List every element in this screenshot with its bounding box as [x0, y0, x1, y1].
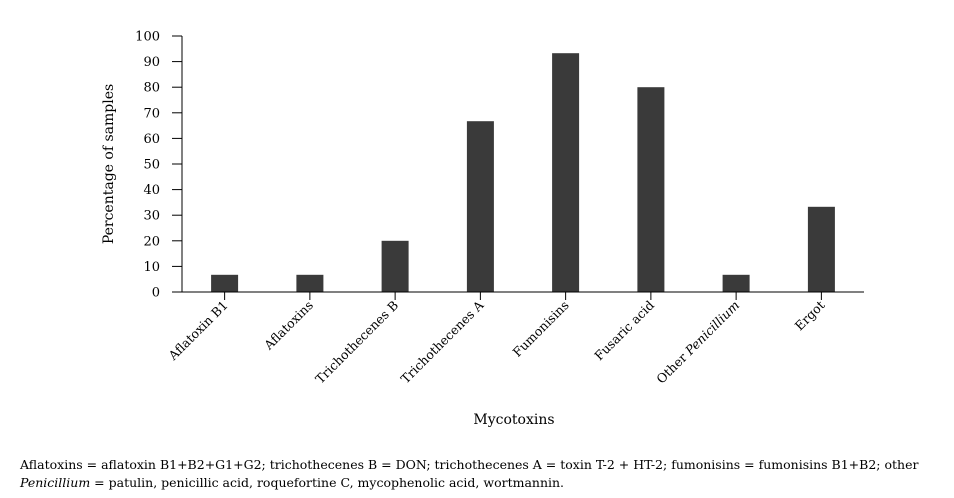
y-tick-label-80: 80 [143, 81, 160, 96]
y-tick-label-100: 100 [135, 30, 160, 45]
y-tick-label-40: 40 [143, 183, 160, 198]
x-axis-title: Mycotoxins [473, 412, 554, 428]
y-axis-title: Percentage of samples [101, 84, 117, 244]
y-ticks-layer: 0 10 20 30 40 50 60 70 80 90 100 [135, 30, 182, 301]
y-tick-label-30: 30 [143, 209, 160, 224]
y-tick-label-0: 0 [152, 286, 160, 301]
x-category-label-7: Other Penicillium [653, 298, 742, 387]
x-category-label-6: Fusaric acid [591, 298, 657, 364]
bar-2 [296, 274, 324, 292]
bar-4 [466, 121, 494, 292]
x-category-label-5: Fumonisins [509, 298, 571, 360]
y-tick-label-70: 70 [143, 106, 160, 121]
x-category-label-3: Trichothecenes B [312, 298, 401, 387]
bar-3 [381, 240, 409, 292]
bar-5 [552, 53, 580, 293]
y-tick-label-20: 20 [143, 234, 160, 249]
footnote-line-1: Aflatoxins = aflatoxin B1+B2+G1+G2; tric… [20, 457, 919, 472]
x-category-label-1: Aflatoxin B1 [165, 298, 231, 364]
x-category-label-2: Aflatoxins [260, 298, 316, 354]
y-tick-label-50: 50 [143, 158, 160, 173]
footnote-line-2: Penicillium = patulin, penicillic acid, … [20, 474, 945, 492]
bars-layer [211, 53, 835, 293]
bar-7 [722, 274, 750, 292]
y-tick-label-90: 90 [143, 55, 160, 70]
chart-footnote: Aflatoxins = aflatoxin B1+B2+G1+G2; tric… [20, 456, 945, 492]
bar-6 [637, 87, 665, 292]
bar-8 [807, 206, 835, 292]
axes-layer [181, 36, 864, 293]
x-category-label-8: Ergot [792, 298, 828, 334]
bar-1 [211, 274, 239, 292]
x-category-label-4: Trichothecenes A [398, 297, 488, 387]
footnote-definition: = patulin, penicillic acid, roquefortine… [90, 475, 565, 490]
y-tick-label-60: 60 [143, 132, 160, 147]
footnote-italic-term: Penicillium [20, 475, 91, 490]
y-tick-label-10: 10 [143, 260, 160, 275]
